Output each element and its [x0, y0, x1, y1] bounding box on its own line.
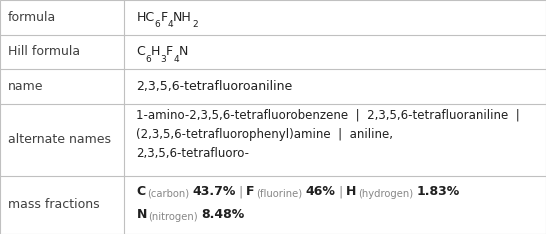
Text: |: |: [239, 185, 243, 198]
Text: mass fractions: mass fractions: [8, 198, 100, 212]
Text: formula: formula: [8, 11, 56, 24]
Text: (2,3,5,6-tetrafluorophenyl)amine  |  aniline,: (2,3,5,6-tetrafluorophenyl)amine | anili…: [136, 128, 394, 141]
Text: N: N: [136, 208, 147, 221]
Text: 6: 6: [155, 20, 161, 29]
Text: C: C: [136, 185, 146, 198]
Text: (carbon): (carbon): [147, 189, 189, 198]
Text: HC: HC: [136, 11, 155, 24]
Text: F: F: [166, 45, 173, 58]
Text: 2,3,5,6-tetrafluoro-: 2,3,5,6-tetrafluoro-: [136, 147, 250, 160]
Text: 2,3,5,6-tetrafluoroaniline: 2,3,5,6-tetrafluoroaniline: [136, 80, 293, 93]
Text: H: H: [346, 185, 357, 198]
Text: C: C: [136, 45, 145, 58]
Text: alternate names: alternate names: [8, 133, 111, 146]
Text: 46%: 46%: [306, 185, 336, 198]
Text: F: F: [246, 185, 255, 198]
Text: 1.83%: 1.83%: [417, 185, 460, 198]
Text: N: N: [179, 45, 188, 58]
Text: Hill formula: Hill formula: [8, 45, 80, 58]
Text: 43.7%: 43.7%: [193, 185, 236, 198]
Text: (fluorine): (fluorine): [257, 189, 302, 198]
Text: (nitrogen): (nitrogen): [149, 212, 198, 222]
Text: |: |: [339, 185, 343, 198]
Text: 3: 3: [161, 55, 166, 64]
Text: H: H: [151, 45, 161, 58]
Text: 4: 4: [168, 20, 173, 29]
Text: F: F: [161, 11, 168, 24]
Text: 4: 4: [173, 55, 179, 64]
Text: 1-amino-2,3,5,6-tetrafluorobenzene  |  2,3,5,6-tetrafluoraniline  |: 1-amino-2,3,5,6-tetrafluorobenzene | 2,3…: [136, 109, 520, 122]
Text: NH: NH: [173, 11, 192, 24]
Text: 2: 2: [192, 20, 198, 29]
Text: name: name: [8, 80, 44, 93]
Text: 8.48%: 8.48%: [201, 208, 245, 221]
Text: 6: 6: [145, 55, 151, 64]
Text: (hydrogen): (hydrogen): [358, 189, 413, 198]
